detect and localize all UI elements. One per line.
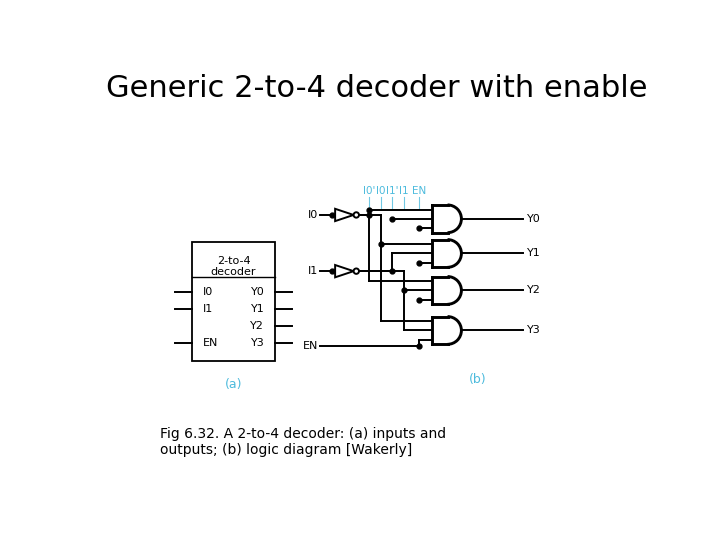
Text: Y1: Y1 bbox=[251, 304, 264, 314]
Text: EN: EN bbox=[412, 186, 426, 195]
Text: Y0: Y0 bbox=[251, 287, 264, 297]
Text: I0: I0 bbox=[308, 210, 318, 220]
Text: I1: I1 bbox=[399, 186, 408, 195]
Text: I0': I0' bbox=[363, 186, 375, 195]
Text: Y2: Y2 bbox=[527, 286, 541, 295]
Text: Y3: Y3 bbox=[251, 338, 264, 348]
Text: 2-to-4: 2-to-4 bbox=[217, 256, 251, 266]
Text: (b): (b) bbox=[469, 373, 487, 386]
Text: I0: I0 bbox=[203, 287, 213, 297]
Text: decoder: decoder bbox=[211, 267, 256, 276]
Text: I0: I0 bbox=[376, 186, 385, 195]
Text: (a): (a) bbox=[225, 378, 242, 391]
Circle shape bbox=[354, 212, 359, 218]
Polygon shape bbox=[335, 209, 354, 221]
Text: EN: EN bbox=[303, 341, 318, 351]
Text: I1: I1 bbox=[203, 304, 213, 314]
Text: I1': I1' bbox=[386, 186, 398, 195]
Circle shape bbox=[354, 268, 359, 274]
Text: Fig 6.32. A 2-to-4 decoder: (a) inputs and
outputs; (b) logic diagram [Wakerly]: Fig 6.32. A 2-to-4 decoder: (a) inputs a… bbox=[160, 427, 446, 457]
Text: Y1: Y1 bbox=[527, 248, 541, 259]
Text: Y3: Y3 bbox=[527, 326, 541, 335]
Text: Generic 2-to-4 decoder with enable: Generic 2-to-4 decoder with enable bbox=[106, 74, 647, 103]
Text: EN: EN bbox=[203, 338, 218, 348]
Polygon shape bbox=[335, 265, 354, 278]
Text: Y0: Y0 bbox=[527, 214, 541, 224]
Text: Y2: Y2 bbox=[251, 321, 264, 331]
Text: I1: I1 bbox=[308, 266, 318, 276]
Bar bbox=[192, 242, 275, 361]
